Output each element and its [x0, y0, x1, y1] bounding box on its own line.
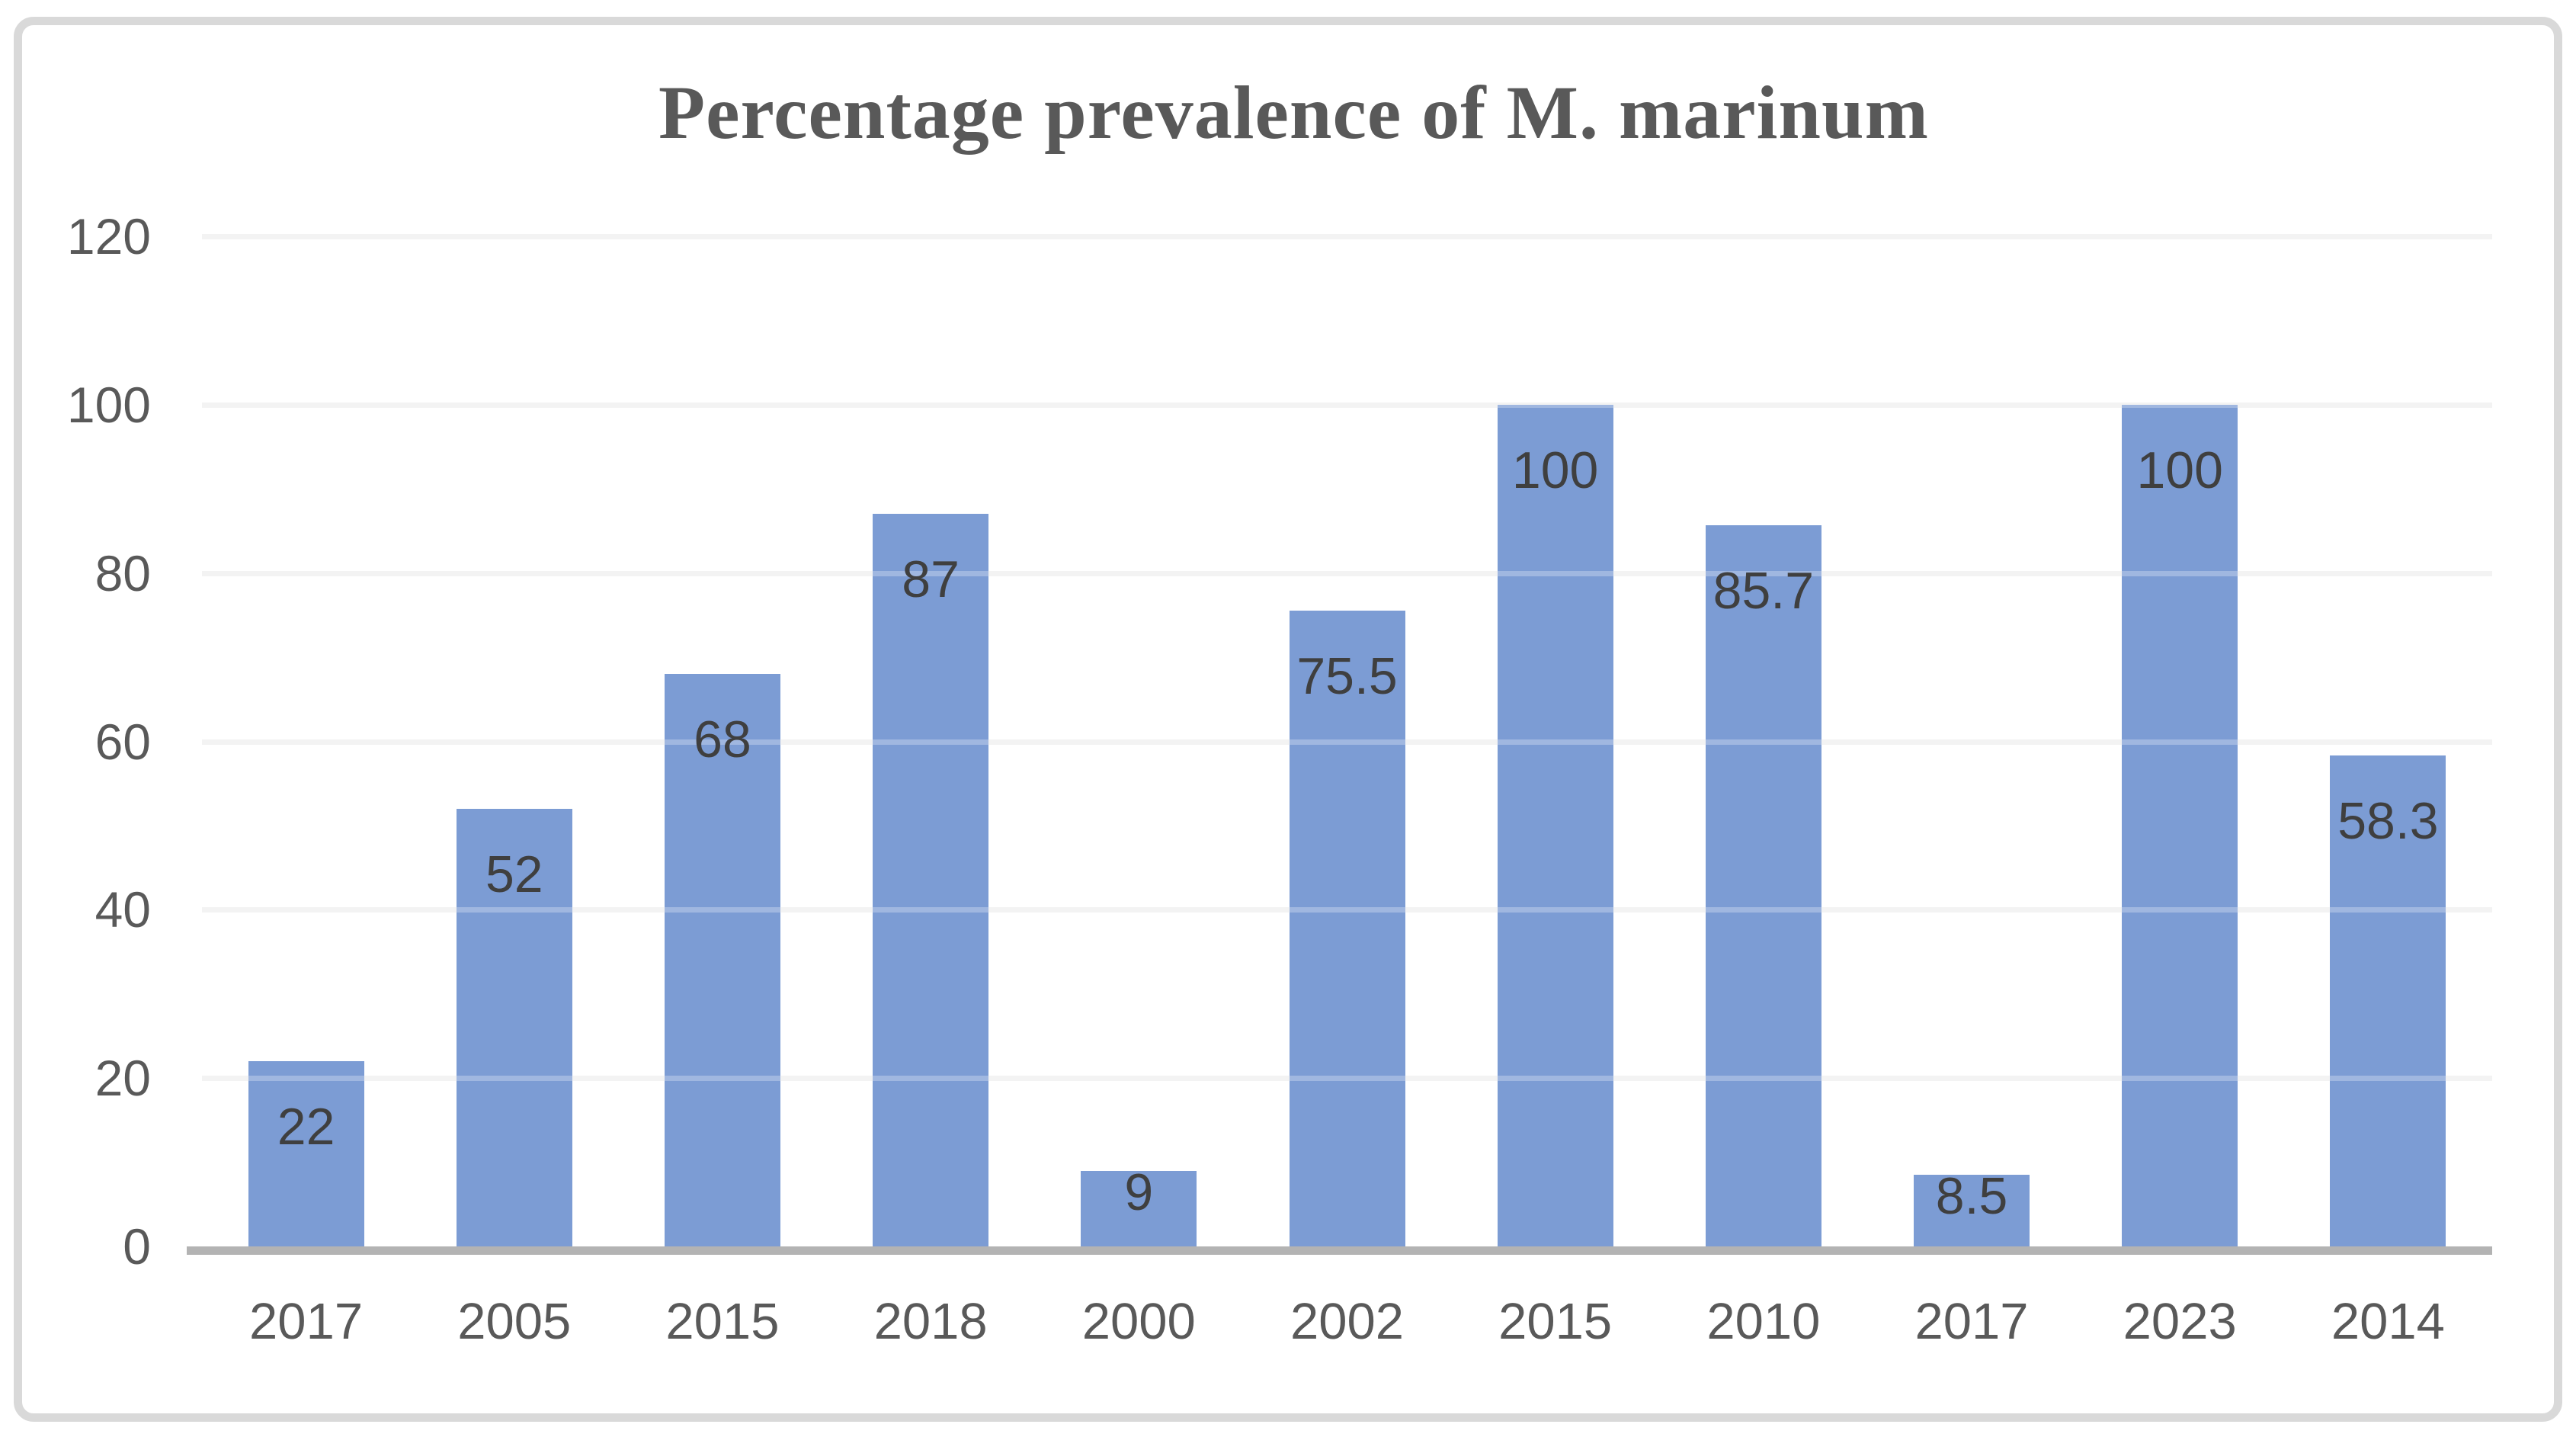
x-axis-category-label: 2005 [457, 1293, 572, 1350]
x-axis-category-label: 2015 [1498, 1293, 1613, 1350]
gridline-120 [202, 234, 2492, 239]
gridline-overlay-120 [202, 234, 2492, 239]
y-axis-tick-label: 20 [95, 1050, 151, 1107]
bar-value-label: 85.7 [1713, 561, 1815, 620]
bar-value-label: 100 [2136, 441, 2223, 499]
gridline-overlay-40 [202, 907, 2492, 913]
bar-2015 [1497, 404, 1613, 1246]
gridline-overlay-60 [202, 739, 2492, 745]
bar-2010 [1705, 524, 1821, 1246]
gridline-overlay-80 [202, 570, 2492, 576]
bar-value-label: 75.5 [1296, 647, 1398, 706]
gridline-overlay-100 [202, 402, 2492, 408]
x-axis-category-label: 2023 [2123, 1293, 2237, 1350]
y-axis-tick-label: 40 [95, 881, 151, 938]
bar-value-label: 100 [1511, 441, 1599, 499]
bar-2023 [2122, 404, 2238, 1246]
y-axis-tick-label: 80 [95, 544, 151, 601]
bar-value-label: 58.3 [2337, 792, 2439, 851]
x-axis-category-label: 2017 [1914, 1293, 2029, 1350]
gridline-80 [202, 570, 2492, 576]
x-axis-line [187, 1246, 2492, 1255]
bar-value-label: 68 [694, 710, 751, 769]
x-axis-category-label: 2018 [873, 1293, 988, 1350]
bar-value-label: 22 [277, 1098, 335, 1156]
x-axis-category-label: 2017 [249, 1293, 364, 1350]
bar-2017 [248, 1061, 364, 1246]
x-axis-category-label: 2000 [1081, 1293, 1196, 1350]
bar-2002 [1289, 611, 1405, 1246]
gridline-100 [202, 402, 2492, 408]
bar-2014 [2330, 755, 2446, 1246]
bar-2005 [456, 808, 572, 1246]
y-axis-tick-label: 100 [66, 376, 151, 433]
chart-title: Percentage prevalence of M. marinum [658, 70, 1929, 155]
bar-2017 [1914, 1175, 2030, 1246]
bar-2000 [1081, 1170, 1197, 1246]
x-axis-category-label: 2015 [665, 1293, 780, 1350]
x-axis-category-label: 2014 [2331, 1293, 2445, 1350]
bar-value-label: 52 [485, 845, 543, 903]
bar-value-label: 9 [1124, 1163, 1154, 1221]
bar-value-label: 8.5 [1935, 1167, 2008, 1226]
bar-value-label: 87 [902, 550, 960, 609]
y-axis-tick-label: 60 [95, 713, 151, 770]
gridline-overlay-20 [202, 1076, 2492, 1082]
y-axis-tick-label: 120 [66, 208, 151, 265]
bar-2018 [873, 514, 989, 1246]
bar-2015 [664, 674, 780, 1246]
x-axis-category-label: 2002 [1290, 1293, 1405, 1350]
y-axis-tick-label: 0 [123, 1218, 151, 1275]
x-axis-category-label: 2010 [1706, 1293, 1821, 1350]
